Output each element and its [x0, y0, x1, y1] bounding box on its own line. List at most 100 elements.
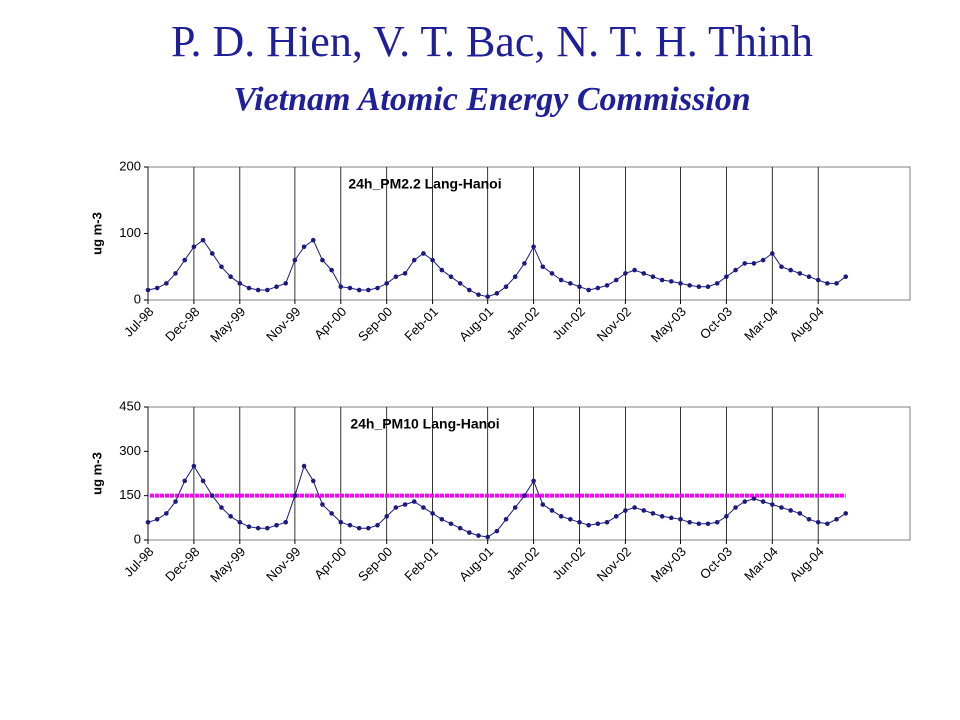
point [237, 519, 243, 525]
point [182, 478, 188, 484]
point [815, 277, 821, 283]
point [678, 281, 683, 286]
point [173, 271, 178, 276]
point [219, 264, 224, 270]
point [329, 267, 334, 273]
chart-title: 24h_PM10 Lang-Hanoi [350, 416, 499, 432]
point [623, 508, 628, 513]
point [769, 251, 775, 256]
plot-area [147, 166, 911, 301]
point [696, 521, 702, 527]
x-tick-label: Apr-00 [311, 304, 349, 342]
y-tick-label: 150 [119, 487, 141, 502]
point [457, 281, 463, 286]
x-tick-label: Aug-04 [786, 304, 826, 344]
point [384, 514, 389, 519]
x-tick-label: Aug-01 [456, 544, 496, 584]
point [843, 274, 849, 280]
point [347, 285, 353, 291]
point [669, 279, 674, 284]
point [568, 281, 573, 286]
point [411, 257, 417, 263]
point [641, 508, 647, 513]
point [503, 284, 509, 290]
point [595, 521, 601, 527]
point [714, 519, 720, 525]
point [613, 514, 619, 519]
point [577, 284, 582, 290]
y-tick-label: 200 [119, 158, 141, 173]
point [301, 463, 307, 469]
x-tick-label: Jan-02 [503, 544, 542, 583]
point [669, 515, 674, 521]
y-tick-label: 0 [134, 291, 141, 306]
x-tick-label: May-03 [648, 544, 689, 585]
y-tick-label: 450 [119, 398, 141, 413]
point [421, 251, 426, 256]
point [154, 517, 160, 522]
point [540, 502, 546, 507]
point [632, 505, 637, 510]
point [742, 499, 748, 504]
point [228, 514, 233, 519]
point [320, 502, 325, 507]
point [402, 271, 408, 276]
point [366, 525, 371, 531]
point [411, 499, 417, 504]
point [825, 521, 830, 527]
point [430, 511, 435, 516]
point [173, 499, 178, 504]
x-tick-label: Sep-00 [355, 304, 395, 344]
point [788, 267, 793, 273]
point [733, 505, 738, 510]
y-tick-label: 0 [134, 531, 141, 546]
point [265, 287, 270, 293]
point [760, 257, 766, 263]
point [834, 517, 839, 522]
x-tick-label: Aug-04 [786, 544, 826, 584]
point [522, 261, 527, 266]
point [613, 277, 619, 283]
point [760, 499, 766, 504]
point [200, 478, 206, 484]
y-tick-label: 100 [119, 225, 141, 240]
x-tick-label: May-03 [648, 304, 689, 345]
point [476, 292, 481, 297]
point [494, 291, 500, 296]
x-tick-label: Jul-98 [121, 304, 157, 340]
x-tick-label: Nov-02 [594, 304, 634, 344]
point [191, 463, 197, 469]
point [366, 287, 371, 293]
point [687, 283, 692, 288]
point [705, 284, 711, 290]
point [356, 287, 362, 293]
x-tick-label: Nov-99 [263, 304, 303, 344]
point [292, 493, 298, 498]
point [283, 281, 289, 286]
point [237, 281, 243, 286]
point [788, 508, 793, 513]
point [393, 274, 399, 280]
point [503, 517, 509, 522]
point [806, 274, 812, 280]
x-tick-label: Dec-98 [162, 304, 202, 344]
x-tick-label: Jul-98 [121, 544, 157, 580]
point [485, 294, 490, 299]
y-axis-label: ug m-3 [89, 212, 104, 255]
point [586, 522, 591, 528]
point [531, 478, 536, 484]
point [595, 285, 601, 291]
x-tick-label: Nov-99 [263, 544, 303, 584]
point [742, 261, 748, 266]
point [310, 478, 316, 484]
x-tick-label: Dec-98 [162, 544, 202, 584]
point [815, 519, 821, 525]
plot-area [147, 406, 911, 541]
x-tick-label: Oct-03 [697, 544, 735, 582]
point [678, 517, 683, 522]
point [164, 281, 169, 286]
point [154, 285, 160, 291]
point [182, 257, 188, 263]
point [797, 271, 803, 276]
point [604, 519, 610, 525]
